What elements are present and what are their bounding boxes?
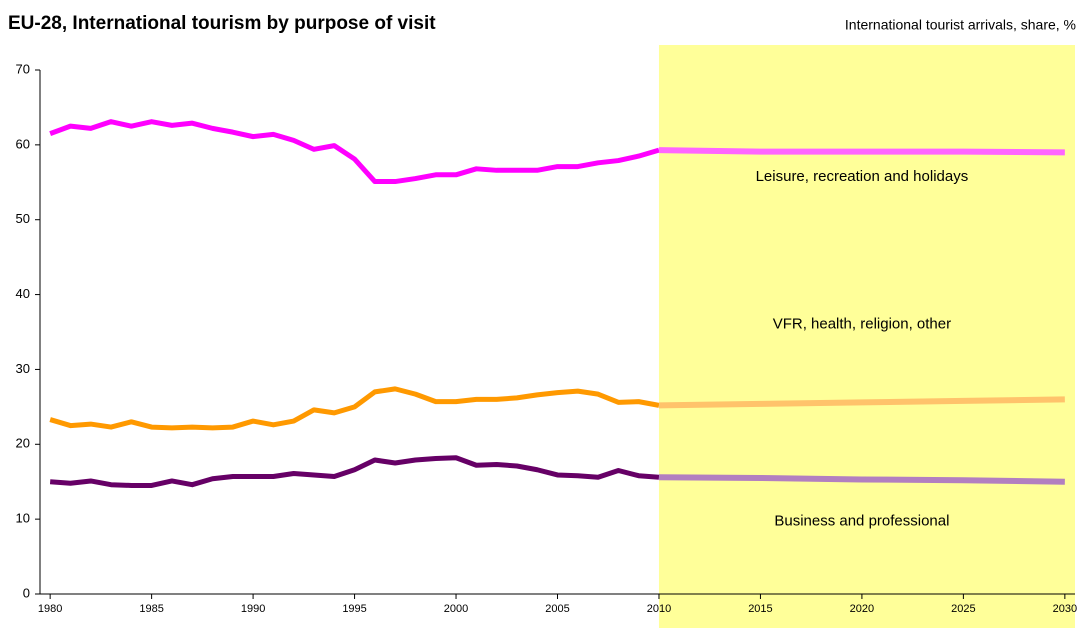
y-tick-label: 40 xyxy=(16,286,30,301)
projection-shade xyxy=(658,45,1075,628)
y-tick-label: 70 xyxy=(16,61,30,76)
x-tick-label: 2010 xyxy=(647,603,671,615)
projection-line xyxy=(658,396,1065,409)
y-tick-label: 60 xyxy=(16,136,30,151)
x-tick-label: 2000 xyxy=(444,603,468,615)
x-tick-label: 1995 xyxy=(342,603,366,615)
x-tick-label: 2025 xyxy=(951,603,975,615)
history-line xyxy=(49,455,660,488)
y-tick-label: 0 xyxy=(23,585,30,600)
y-tick-label: 20 xyxy=(16,436,30,451)
projection-line xyxy=(658,474,1065,485)
y-tick-label: 10 xyxy=(16,511,30,526)
y-tick-label: 50 xyxy=(16,211,30,226)
series-label: Business and professional xyxy=(774,512,949,529)
chart-title: EU-28, International tourism by purpose … xyxy=(8,13,436,34)
x-tick-label: 1980 xyxy=(38,603,62,615)
history-line xyxy=(49,119,660,185)
x-tick-label: 1985 xyxy=(139,603,163,615)
x-tick-label: 2030 xyxy=(1053,603,1077,615)
projection-line xyxy=(658,147,1065,156)
history-line xyxy=(49,386,660,431)
chart-subtitle: International tourist arrivals, share, % xyxy=(845,17,1076,33)
y-tick-label: 30 xyxy=(16,361,30,376)
series-label: VFR, health, religion, other xyxy=(773,315,951,332)
x-tick-label: 2005 xyxy=(545,603,569,615)
x-tick-label: 2020 xyxy=(850,603,874,615)
x-tick-label: 2015 xyxy=(748,603,772,615)
x-tick-label: 1990 xyxy=(241,603,265,615)
series-label: Leisure, recreation and holidays xyxy=(756,168,969,185)
